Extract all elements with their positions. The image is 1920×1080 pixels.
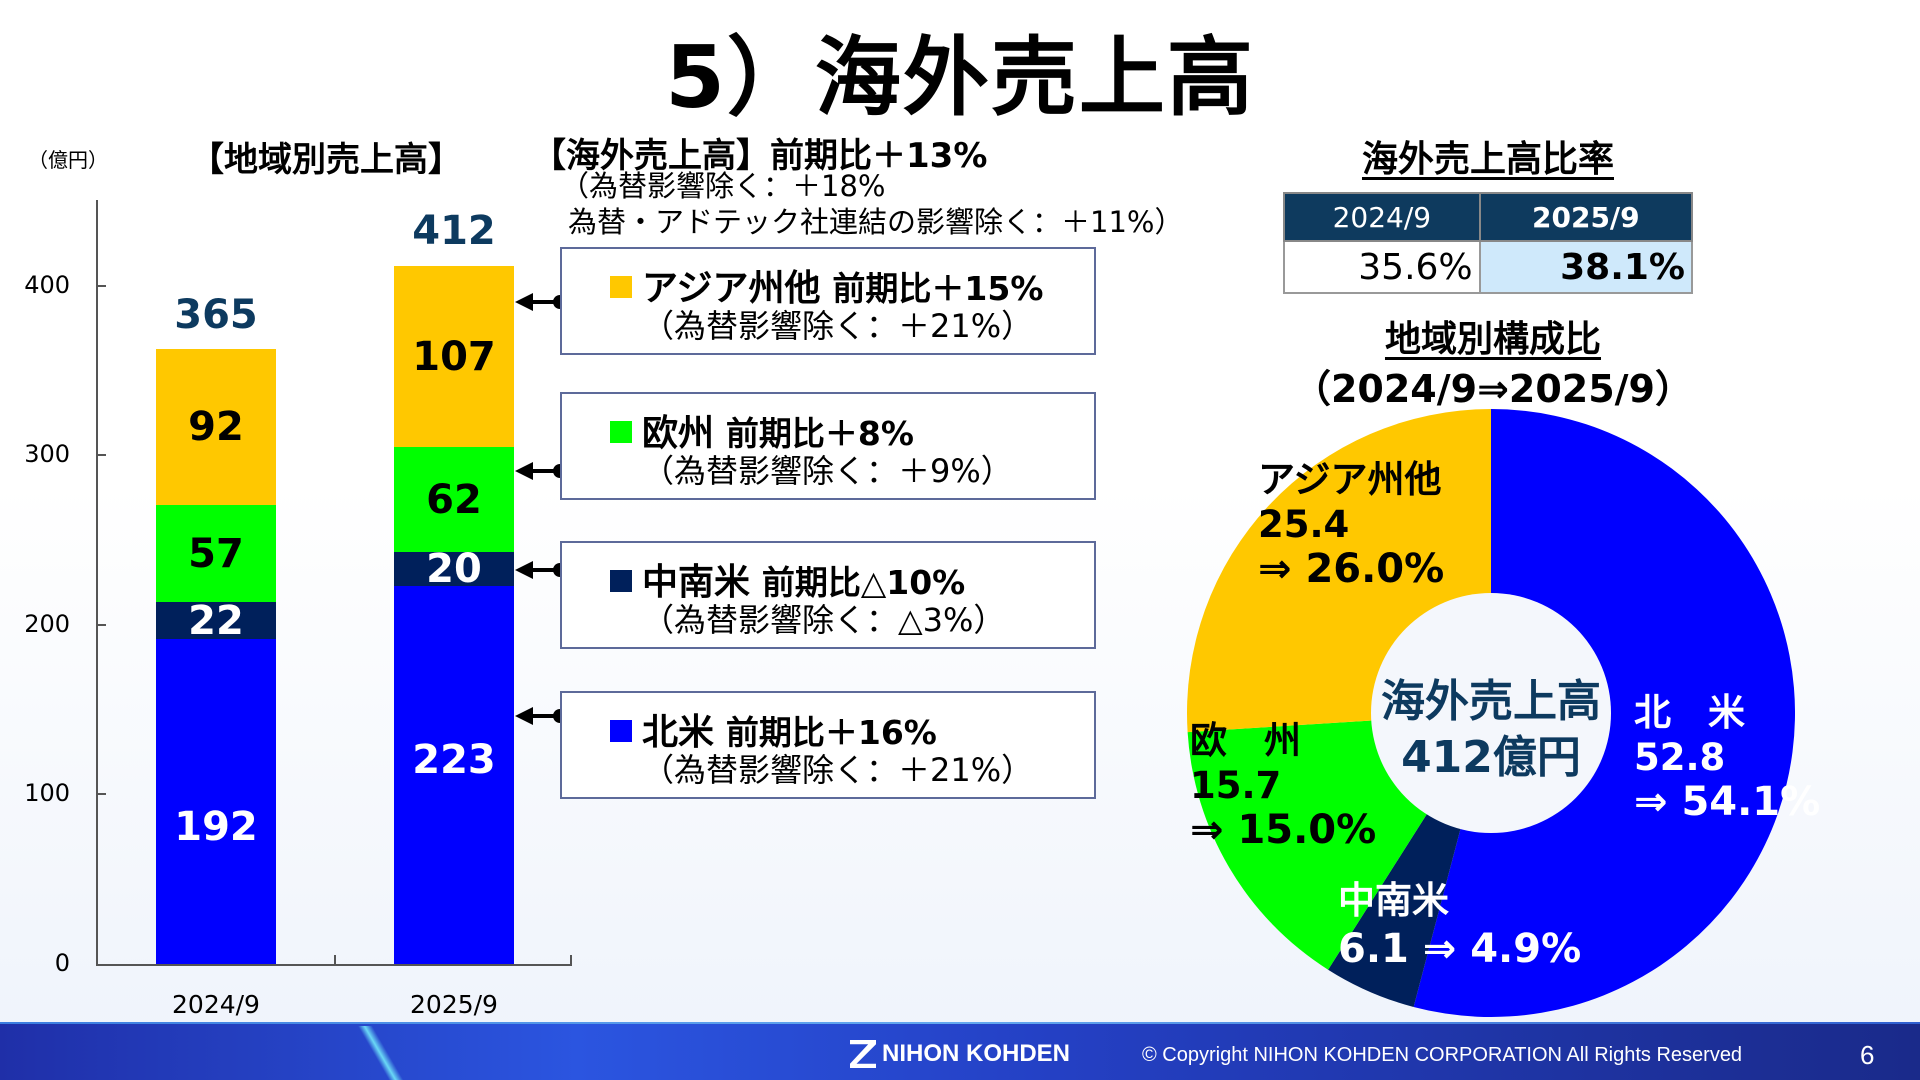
y-tick-label: 300	[24, 440, 70, 468]
logo-text: NIHON KOHDEN	[882, 1040, 1071, 1067]
callout-fx: （為替影響除く：△3%）	[642, 601, 1006, 639]
bar-segment-central-south-america: 20	[394, 546, 514, 592]
callout-fx: （為替影響除く：＋21%）	[642, 751, 1034, 789]
x-category-label: 2025/9	[410, 990, 498, 1019]
overseas-sales-note: （為替影響除く：＋18% 為替・アドテック社連結の影響除く：＋11%）	[560, 168, 1183, 240]
label-prev: 52.8	[1634, 736, 1726, 779]
label-name: アジア州他	[1258, 458, 1442, 501]
composition-subtitle: （2024/9⇒2025/9）	[1292, 367, 1693, 411]
callout-yoy: 前期比＋15%	[832, 269, 1044, 308]
donut-label-europe: 欧 州 15.7 ⇒ 15.0%	[1190, 718, 1376, 853]
legend-swatch-asia-other	[610, 276, 632, 298]
arrow-left-icon	[515, 707, 533, 725]
x-category-label: 2024/9	[172, 990, 260, 1019]
callout-yoy: 前期比＋8%	[725, 414, 914, 453]
logo-mark-icon	[850, 1040, 876, 1068]
callout-region: アジア州他	[642, 268, 821, 309]
callout-central-south-america: 中南米 前期比△10% （為替影響除く：△3%）	[560, 541, 1096, 649]
label-name: 中南米	[1338, 879, 1449, 922]
arrow-left-icon	[515, 561, 533, 579]
overseas-ratio-table: 2024/9 2025/9 35.6% 38.1%	[1283, 192, 1694, 294]
ratio-header: 2025/9	[1478, 192, 1694, 242]
label-curr: ⇒ 15.0%	[1190, 807, 1377, 853]
x-tick	[334, 955, 336, 965]
bar-segment-europe: 62	[394, 447, 514, 552]
label-prev: 25.4	[1258, 503, 1350, 546]
bar-segment-central-south-america: 22	[156, 598, 276, 644]
bar-segment-north-america: 223	[394, 586, 514, 964]
y-tick-label: 100	[24, 779, 70, 807]
regional-sales-heading: 【地域別売上高】	[190, 140, 462, 180]
y-axis	[96, 200, 98, 965]
donut-center-value: 412億円	[1401, 732, 1581, 783]
callout-yoy: 前期比＋16%	[725, 713, 937, 752]
legend-swatch-europe	[610, 421, 632, 443]
overseas-ratio-title: 海外売上高比率	[1361, 139, 1614, 180]
y-tick	[97, 793, 106, 795]
label-curr: ⇒ 26.0%	[1258, 546, 1445, 592]
y-tick	[97, 285, 106, 287]
donut-label-asia-other: アジア州他 25.4 ⇒ 26.0%	[1258, 457, 1444, 592]
footer-bar	[0, 1024, 1920, 1080]
bar-total: 365	[174, 292, 258, 338]
ratio-value: 38.1%	[1478, 240, 1694, 294]
unit-label: （億円）	[28, 148, 108, 172]
bar-segment-north-america: 192	[156, 639, 276, 964]
x-axis	[96, 964, 572, 966]
fx-note-1: （為替影響除く：＋18%	[560, 169, 886, 203]
callout-yoy: 前期比△10%	[761, 563, 966, 602]
donut-label-north-america: 北 米 52.8 ⇒ 54.1%	[1634, 690, 1820, 825]
callout-europe: 欧州 前期比＋8% （為替影響除く：＋9%）	[560, 392, 1096, 500]
label-name: 欧 州	[1190, 719, 1301, 762]
label-prev: 15.7	[1190, 764, 1282, 807]
donut-center-label: 海外売上高 412億円	[1371, 674, 1611, 786]
bar-segment-europe: 57	[156, 505, 276, 602]
callout-region: 欧州	[642, 413, 715, 454]
arrow-left-icon	[515, 293, 533, 311]
legend-swatch-north-america	[610, 720, 632, 742]
bar-total: 412	[412, 208, 496, 254]
y-tick	[97, 624, 106, 626]
connector-line	[530, 469, 558, 473]
callout-fx: （為替影響除く：＋9%）	[642, 452, 1013, 490]
connector-line	[530, 568, 558, 572]
donut-center-title: 海外売上高	[1381, 676, 1601, 727]
label-values: 6.1 ⇒ 4.9%	[1338, 926, 1582, 972]
bar-segment-asia-other: 107	[394, 266, 514, 447]
x-tick	[570, 955, 572, 965]
composition-donut-chart	[1187, 409, 1795, 1017]
callout-north-america: 北米 前期比＋16% （為替影響除く：＋21%）	[560, 691, 1096, 799]
page-title: 5）海外売上高	[665, 28, 1255, 128]
ratio-value: 35.6%	[1283, 240, 1481, 294]
y-tick-label: 400	[24, 271, 70, 299]
legend-swatch-central-south-america	[610, 570, 632, 592]
y-tick-label: 0	[54, 949, 70, 977]
callout-asia-other: アジア州他 前期比＋15% （為替影響除く：＋21%）	[560, 247, 1096, 355]
callout-fx: （為替影響除く：＋21%）	[642, 307, 1034, 345]
label-name: 北 米	[1634, 691, 1745, 734]
arrow-left-icon	[515, 462, 533, 480]
fx-note-2: 為替・アドテック社連結の影響除く：＋11%）	[568, 205, 1184, 239]
footer-streak-decoration	[330, 1026, 430, 1080]
donut-hole	[1371, 593, 1611, 833]
callout-region: 北米	[642, 712, 715, 753]
ratio-header: 2024/9	[1283, 192, 1481, 242]
y-tick-label: 200	[24, 610, 70, 638]
copyright-text: © Copyright NIHON KOHDEN CORPORATION All…	[1142, 1044, 1743, 1066]
y-tick	[97, 454, 106, 456]
composition-title: 地域別構成比	[1384, 319, 1601, 360]
callout-region: 中南米	[642, 562, 751, 603]
donut-label-central-south-america: 中南米 6.1 ⇒ 4.9%	[1338, 878, 1581, 972]
company-logo: NIHON KOHDEN	[850, 1040, 1070, 1068]
label-curr: ⇒ 54.1%	[1634, 779, 1821, 825]
page-number: 6	[1860, 1040, 1875, 1070]
bar-segment-asia-other: 92	[156, 349, 276, 505]
overseas-sales-heading: 【海外売上高】前期比＋13%	[532, 136, 988, 176]
connector-line	[530, 714, 558, 718]
connector-line	[530, 300, 558, 304]
